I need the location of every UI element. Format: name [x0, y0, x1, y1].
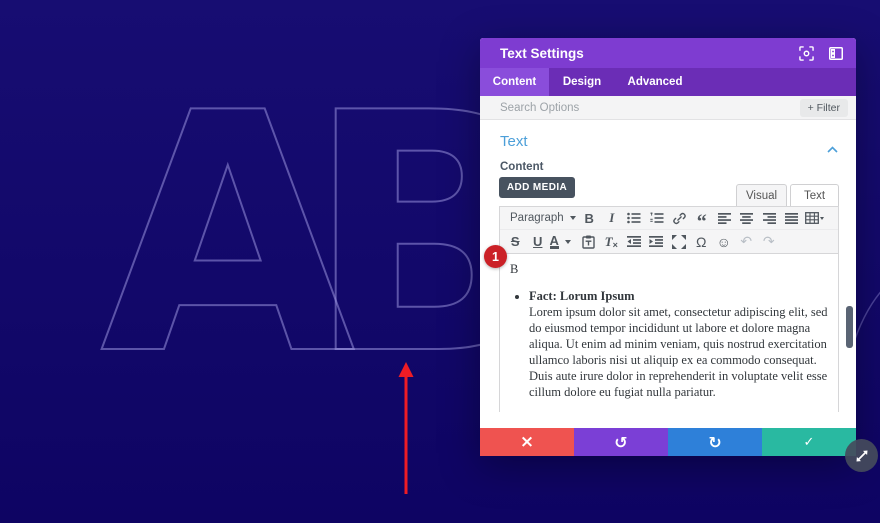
- confirm-button[interactable]: ✓: [762, 428, 856, 456]
- annotation-badge-1: 1: [484, 245, 507, 268]
- resize-handle[interactable]: [845, 439, 878, 472]
- editor-content-area[interactable]: B Fact: Lorum Ipsum Lorem ipsum dolor si…: [500, 253, 838, 412]
- add-media-button[interactable]: ADD MEDIA: [499, 177, 575, 198]
- align-center-icon[interactable]: [736, 207, 759, 229]
- bold-icon[interactable]: B: [584, 210, 594, 226]
- outdent-icon[interactable]: [623, 231, 646, 253]
- settings-body: Text Content ADD MEDIA Visual Text Parag…: [480, 120, 856, 428]
- dropdown-caret-icon: [569, 216, 576, 220]
- editor-undo-icon[interactable]: ↶: [740, 233, 753, 249]
- discard-button[interactable]: ×: [480, 428, 574, 456]
- bulleted-list-icon[interactable]: [623, 207, 646, 229]
- link-icon[interactable]: [668, 207, 691, 229]
- modal-title: Text Settings: [500, 45, 584, 61]
- search-options-input[interactable]: [500, 101, 800, 114]
- editor-list-item: Fact: Lorum Ipsum Lorem ipsum dolor sit …: [529, 288, 828, 400]
- dock-panel-icon[interactable]: [828, 45, 844, 61]
- search-options-row: + Filter: [480, 96, 856, 120]
- editor-redo-icon[interactable]: ↷: [762, 233, 775, 249]
- tab-design[interactable]: Design: [562, 76, 602, 88]
- undo-button[interactable]: ↺: [574, 428, 668, 456]
- editor-toolbar-row-1: Paragraph B I “: [500, 207, 838, 233]
- resize-diagonal-arrow-icon: [856, 450, 867, 461]
- special-character-icon[interactable]: Ω: [696, 233, 707, 250]
- content-field-label: Content: [500, 161, 544, 173]
- tab-content[interactable]: Content: [480, 68, 549, 96]
- focus-mode-icon[interactable]: [798, 45, 814, 61]
- emoticons-icon[interactable]: ☺: [716, 233, 731, 250]
- text-color-icon[interactable]: A: [549, 231, 572, 253]
- redo-button[interactable]: ↻: [668, 428, 762, 456]
- tab-advanced[interactable]: Advanced: [627, 76, 683, 88]
- filter-button[interactable]: + Filter: [799, 98, 848, 117]
- strikethrough-icon[interactable]: S: [510, 234, 520, 249]
- text-section-heading[interactable]: Text: [500, 133, 528, 150]
- clear-formatting-icon[interactable]: T ×: [604, 233, 618, 250]
- text-settings-modal: Text Settings Content Design Advanced: [480, 38, 856, 456]
- red-annotation-arrow: [395, 360, 417, 505]
- table-icon[interactable]: [803, 207, 826, 229]
- editor-toolbar-row-2: S U A T ×: [500, 230, 838, 253]
- underline-icon[interactable]: U: [533, 234, 543, 249]
- modal-footer-actions: × ↺ ↻ ✓: [480, 428, 856, 456]
- modal-scrollbar-thumb[interactable]: [846, 306, 853, 348]
- align-left-icon[interactable]: [713, 207, 736, 229]
- list-item-title: Fact: Lorum Ipsum: [529, 289, 635, 303]
- justify-icon[interactable]: [781, 207, 804, 229]
- modal-header[interactable]: Text Settings: [480, 38, 856, 68]
- italic-icon[interactable]: I: [609, 210, 615, 225]
- editor-bullet-list: Fact: Lorum Ipsum Lorem ipsum dolor sit …: [510, 288, 828, 400]
- paste-as-text-icon[interactable]: [578, 231, 601, 253]
- wysiwyg-editor: Paragraph B I “: [499, 206, 839, 412]
- paragraph-format-dropdown[interactable]: Paragraph: [506, 212, 578, 224]
- indent-icon[interactable]: [645, 231, 668, 253]
- align-right-icon[interactable]: [758, 207, 781, 229]
- settings-tabbar: Content Design Advanced: [480, 68, 856, 96]
- collapse-chevron-icon[interactable]: [827, 140, 838, 158]
- editor-tab-visual[interactable]: Visual: [736, 184, 787, 206]
- background-watermark-letters: AB: [99, 43, 558, 427]
- text-color-caret-icon: [564, 239, 571, 244]
- numbered-list-icon[interactable]: [646, 207, 669, 229]
- editor-intro-line: B: [510, 262, 519, 276]
- fullscreen-icon[interactable]: [668, 231, 691, 253]
- blockquote-icon[interactable]: “: [696, 211, 707, 233]
- editor-tab-text[interactable]: Text: [790, 184, 839, 206]
- list-item-body: Lorem ipsum dolor sit amet, consectetur …: [529, 305, 828, 399]
